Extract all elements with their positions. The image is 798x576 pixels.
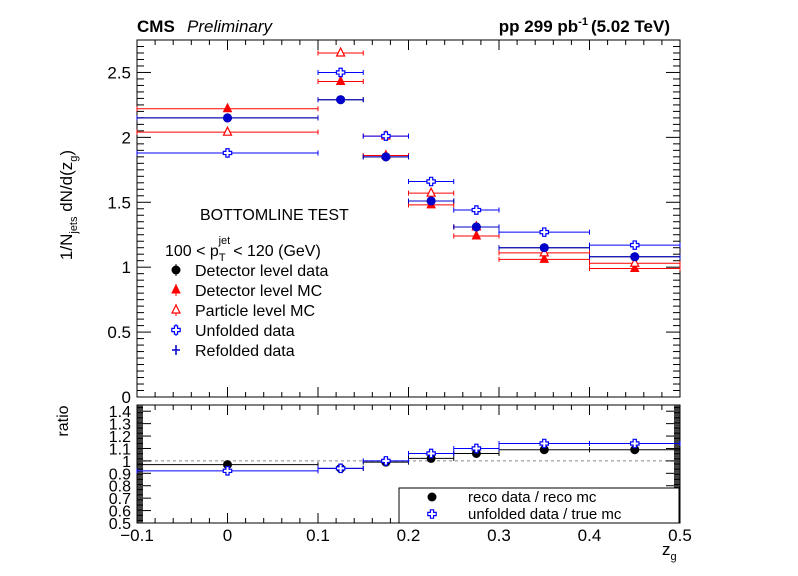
data-point (381, 131, 391, 141)
ratio-point (381, 456, 391, 466)
data-point (223, 113, 232, 123)
lumi-label: pp 299 pb-1 (5.02 TeV) (499, 16, 670, 36)
experiment-label: CMS (137, 17, 175, 36)
main-y-axis-title: 1/Njets dN/d(zg) (57, 150, 80, 260)
x-tick-label: 0.3 (487, 526, 511, 545)
legend-label: Detector level data (195, 263, 329, 280)
data-point (222, 148, 233, 158)
data-point (629, 256, 640, 267)
ratio-y-tick-label: 1.4 (109, 404, 131, 421)
x-tick-labels: −0.1 0 0.1 0.2 0.3 0.4 0.5 (120, 526, 692, 545)
data-point (539, 227, 550, 237)
series-refolded-data (136, 95, 681, 262)
data-point (426, 176, 436, 187)
ratio-point (539, 438, 550, 449)
legend-label: Particle level MC (195, 303, 315, 320)
legend-marker (171, 265, 181, 275)
ratio-y-tick-label: 0.8 (109, 479, 131, 496)
ratio-y-tick-label: 1.1 (109, 441, 131, 458)
ratio-point (629, 438, 640, 449)
main-y-tick-label: 2.5 (107, 63, 131, 82)
ratio-point (471, 443, 482, 454)
main-y-tick-label: 0.5 (107, 323, 131, 342)
ratio-series (136, 438, 681, 476)
data-point (471, 229, 482, 240)
data-point (222, 125, 233, 136)
data-point (335, 46, 346, 57)
main-data-series (136, 46, 681, 272)
ratio-y-tick-label: 1.2 (109, 429, 131, 446)
legend-label: Detector level MC (195, 283, 322, 300)
data-point (222, 102, 233, 113)
data-point (539, 253, 550, 263)
legend-marker (171, 283, 181, 294)
ratio-legend-label: reco data / reco mc (468, 489, 597, 506)
ratio-y-tick-label: 1 (122, 454, 131, 471)
legend-label: Unfolded data (195, 323, 295, 340)
pt-range-label: 100 < pTjet< 120 (GeV) (165, 235, 321, 264)
ratio-y-axis-title: ratio (55, 405, 72, 436)
ratio-y-tick-label: 0.7 (109, 491, 131, 508)
ratio-data-series (136, 438, 681, 476)
main-legend: Detector level data Detector level MC Part… (171, 263, 329, 360)
data-point (335, 67, 346, 78)
ratio-point (222, 466, 233, 476)
series-unfolded-data (136, 67, 681, 250)
x-tick-label: 0 (223, 526, 232, 545)
x-tick-label: 0.2 (397, 526, 421, 545)
x-tick-label: 0.4 (578, 526, 602, 545)
x-tick-label: −0.1 (120, 526, 154, 545)
data-point (539, 243, 549, 253)
x-axis-title: zg (662, 540, 677, 563)
data-point (629, 262, 640, 272)
data-point (336, 95, 346, 105)
main-y-tick-label: 1.5 (107, 193, 131, 212)
legend-marker (171, 325, 181, 335)
data-point (471, 205, 482, 215)
data-point (426, 196, 436, 206)
ratio-legend-marker (427, 492, 437, 502)
main-y-tick-label: 1 (122, 258, 131, 277)
legend-label: Refolded data (195, 343, 295, 360)
ratio-point (426, 448, 436, 459)
data-point (471, 222, 481, 232)
ratio-legend-marker (427, 509, 437, 519)
ratio-y-tick-label: 1.3 (109, 417, 131, 434)
ratio-point (335, 463, 346, 474)
series-detector-level-mc (136, 75, 681, 272)
data-point (335, 75, 346, 86)
main-y-tick-label: 0 (122, 388, 131, 407)
data-point (426, 186, 437, 197)
x-tick-label: 0.5 (668, 526, 692, 545)
x-tick-label: 0.1 (306, 526, 330, 545)
data-point (630, 252, 640, 262)
data-point (381, 152, 391, 162)
main-y-tick-label: 2 (122, 128, 131, 147)
main-axis-ticks: 0 0.5 1 1.5 2 2.5 (107, 39, 681, 407)
ratio-legend-box (398, 487, 680, 524)
ratio-y-tick-label: 0.9 (109, 466, 131, 483)
status-label: Preliminary (187, 17, 274, 36)
ratio-legend-label: unfolded data / true mc (468, 506, 622, 523)
test-label: BOTTOMLINE TEST (200, 207, 349, 224)
ratio-y-tick-label: 0.5 (109, 516, 131, 533)
legend-marker (171, 303, 181, 314)
ratio-y-tick-label: 0.6 (109, 504, 131, 521)
data-point (629, 240, 640, 250)
